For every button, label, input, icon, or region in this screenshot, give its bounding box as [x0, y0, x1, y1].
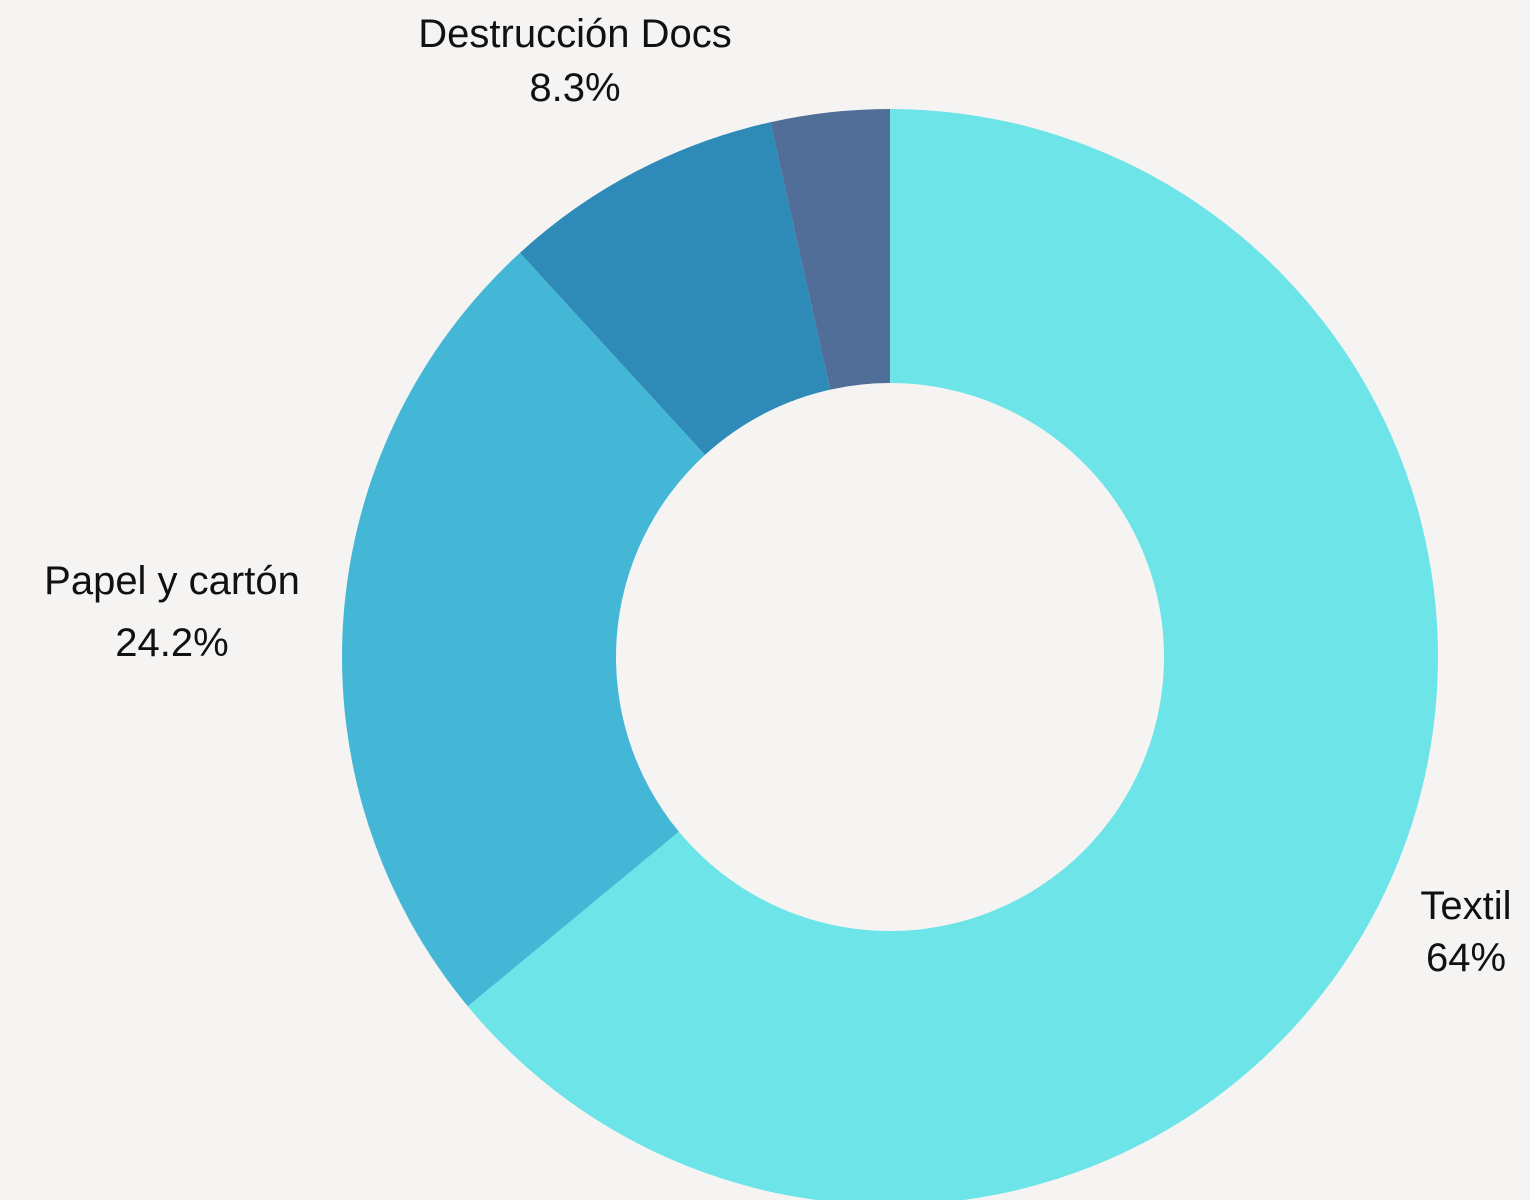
donut-slice-otros [770, 109, 890, 390]
slice-value-papel-y-carton: 24.2% [115, 621, 228, 665]
slice-label-papel-y-carton: Papel y cartón [44, 559, 300, 603]
donut-slice-papel [341, 252, 705, 1007]
slice-value-destruccion-docs: 8.3% [529, 66, 620, 110]
donut-slice-destruccion [519, 122, 831, 455]
slice-value-textil: 64% [1426, 936, 1506, 980]
slice-label-destruccion-docs: Destrucción Docs [418, 12, 731, 56]
slice-label-textil: Textil [1420, 884, 1511, 928]
donut-slice-textil [467, 109, 1438, 1200]
donut-slices [341, 109, 1438, 1200]
